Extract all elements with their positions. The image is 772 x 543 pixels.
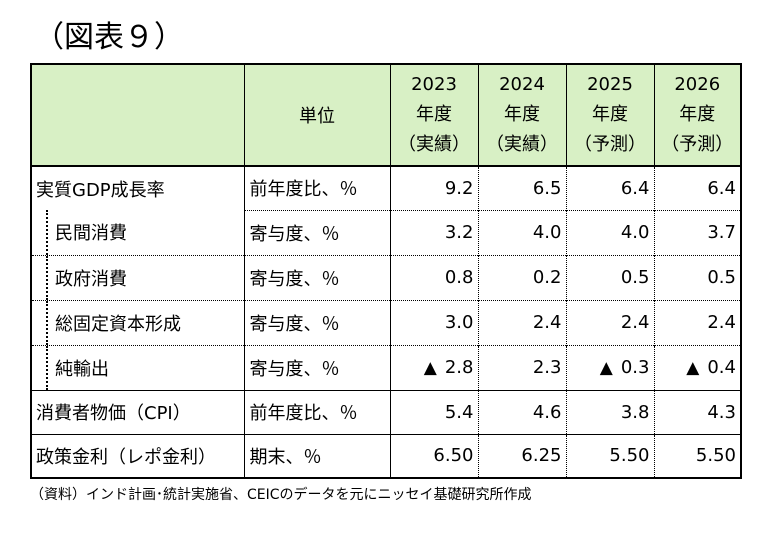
header-unit-label: 単位	[299, 106, 335, 127]
row-label: 純輸出	[55, 358, 109, 380]
table-row: 実質GDP成長率 前年度比、％ 9.2 6.5 6.4 6.4	[30, 165, 742, 210]
table-header-row: 単位 2023 年度 （実績） 2024 年度 （実績） 2025 年度 （予測…	[30, 63, 742, 166]
row-unit: 前年度比、％	[243, 165, 390, 210]
year-type-label: （予測）	[661, 134, 734, 155]
row-label-cell: 政府消費	[30, 254, 244, 300]
year-unit-label: 年度	[592, 104, 628, 125]
year-label: 2024	[499, 74, 545, 95]
source-note: （資料）インド計画･統計実施省、CEICのデータを元にニッセイ基礎研究所作成	[30, 487, 532, 503]
table-row: 政府消費 寄与度、％ 0.8 0.2 0.5 0.5	[30, 254, 742, 300]
row-unit: 寄与度、％	[243, 254, 390, 300]
value-cell: 5.4	[389, 389, 478, 434]
value-text: 0.3	[620, 357, 650, 378]
row-label: 総固定資本形成	[55, 313, 181, 335]
value-cell: 2.4	[653, 299, 742, 345]
value-cell: 3.0	[389, 299, 478, 345]
row-label-cell: 総固定資本形成	[30, 299, 244, 345]
row-unit: 期末、％	[243, 433, 390, 479]
value-text: 2.8	[444, 357, 474, 378]
value-cell: 4.3	[653, 389, 742, 434]
year-unit-label: 年度	[679, 104, 716, 125]
value-cell: 3.8	[565, 389, 654, 434]
value-cell: 5.50	[653, 433, 742, 479]
row-label-cell: 純輸出	[30, 344, 244, 390]
value-cell: 2.4	[477, 299, 566, 345]
table-row: 純輸出 寄与度、％ ▲ 2.8 2.3 ▲ 0.3 ▲ 0.4	[30, 344, 742, 390]
table-row: 政策金利（レポ金利） 期末、％ 6.50 6.25 5.50 5.50	[30, 433, 742, 479]
year-label: 2023	[411, 74, 457, 95]
year-type-label: （実績）	[398, 134, 470, 155]
value-cell: ▲ 0.3	[565, 344, 654, 390]
row-label: 実質GDP成長率	[30, 165, 244, 210]
negative-triangle-icon: ▲	[599, 358, 613, 378]
header-unit-cell: 単位	[243, 63, 390, 166]
value-cell: 0.8	[389, 254, 478, 300]
row-unit: 前年度比、％	[243, 389, 390, 434]
value-text: 0.4	[707, 357, 736, 378]
table-row: 民間消費 寄与度、％ 3.2 4.0 4.0 3.7	[30, 209, 742, 255]
negative-triangle-icon: ▲	[423, 358, 437, 378]
row-label: 政府消費	[55, 268, 127, 290]
value-cell: 6.4	[565, 165, 654, 210]
header-year-2023: 2023 年度 （実績）	[389, 63, 478, 166]
value-cell: 6.50	[389, 433, 478, 479]
value-cell: 4.0	[565, 209, 654, 255]
value-cell: 0.2	[477, 254, 566, 300]
year-unit-label: 年度	[504, 104, 540, 125]
row-label: 民間消費	[55, 223, 127, 245]
table-row: 消費者物価（CPI） 前年度比、％ 5.4 4.6 3.8 4.3	[30, 389, 742, 434]
value-cell: 5.50	[565, 433, 654, 479]
header-year-2025: 2025 年度 （予測）	[565, 63, 654, 166]
value-cell: 0.5	[565, 254, 654, 300]
value-cell: 6.5	[477, 165, 566, 210]
year-type-label: （実績）	[486, 134, 558, 155]
value-cell: ▲ 0.4	[653, 344, 742, 390]
table-row: 総固定資本形成 寄与度、％ 3.0 2.4 2.4 2.4	[30, 299, 742, 345]
header-year-2026: 2026 年度 （予測）	[653, 63, 742, 166]
year-label: 2025	[587, 74, 633, 95]
value-cell: 2.4	[565, 299, 654, 345]
value-cell: 2.3	[477, 344, 566, 390]
header-blank-cell	[30, 63, 244, 166]
value-cell: 0.5	[653, 254, 742, 300]
value-cell: 9.2	[389, 165, 478, 210]
row-unit: 寄与度、％	[243, 344, 390, 390]
value-cell: 3.2	[389, 209, 478, 255]
header-year-2024: 2024 年度 （実績）	[477, 63, 566, 166]
year-label: 2026	[674, 74, 721, 95]
value-cell: 6.25	[477, 433, 566, 479]
row-unit: 寄与度、％	[243, 209, 390, 255]
value-text: 2.3	[532, 357, 562, 378]
row-label-cell: 民間消費	[30, 210, 244, 255]
row-label: 消費者物価（CPI）	[30, 389, 244, 434]
forecast-table: 単位 2023 年度 （実績） 2024 年度 （実績） 2025 年度 （予測…	[30, 63, 742, 479]
value-cell: 3.7	[653, 209, 742, 255]
year-unit-label: 年度	[416, 104, 452, 125]
value-cell: 6.4	[653, 165, 742, 210]
value-cell: 4.6	[477, 389, 566, 434]
row-label: 政策金利（レポ金利）	[30, 433, 244, 479]
row-unit: 寄与度、％	[243, 299, 390, 345]
negative-triangle-icon: ▲	[686, 358, 700, 378]
value-cell: ▲ 2.8	[389, 344, 478, 390]
figure-title: （図表９）	[34, 20, 184, 55]
value-cell: 4.0	[477, 209, 566, 255]
year-type-label: （予測）	[574, 134, 646, 155]
